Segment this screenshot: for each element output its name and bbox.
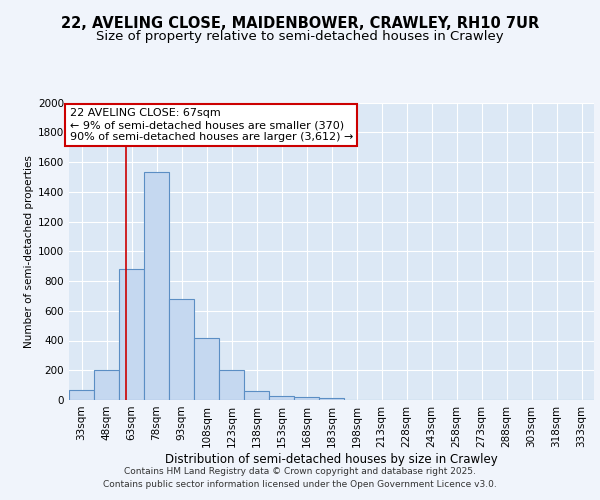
Bar <box>295 397 319 400</box>
Bar <box>94 370 119 400</box>
Bar <box>194 338 218 400</box>
Bar <box>269 396 293 400</box>
Bar <box>319 398 344 400</box>
Bar <box>145 172 169 400</box>
Text: 22 AVELING CLOSE: 67sqm
← 9% of semi-detached houses are smaller (370)
90% of se: 22 AVELING CLOSE: 67sqm ← 9% of semi-det… <box>70 108 353 142</box>
Bar <box>169 299 194 400</box>
Bar <box>220 370 244 400</box>
Text: Contains HM Land Registry data © Crown copyright and database right 2025.: Contains HM Land Registry data © Crown c… <box>124 467 476 476</box>
Text: 22, AVELING CLOSE, MAIDENBOWER, CRAWLEY, RH10 7UR: 22, AVELING CLOSE, MAIDENBOWER, CRAWLEY,… <box>61 16 539 31</box>
Bar <box>119 269 143 400</box>
Bar <box>70 390 94 400</box>
Y-axis label: Number of semi-detached properties: Number of semi-detached properties <box>24 155 34 348</box>
X-axis label: Distribution of semi-detached houses by size in Crawley: Distribution of semi-detached houses by … <box>165 452 498 466</box>
Bar <box>244 391 269 400</box>
Text: Size of property relative to semi-detached houses in Crawley: Size of property relative to semi-detach… <box>96 30 504 43</box>
Text: Contains public sector information licensed under the Open Government Licence v3: Contains public sector information licen… <box>103 480 497 489</box>
